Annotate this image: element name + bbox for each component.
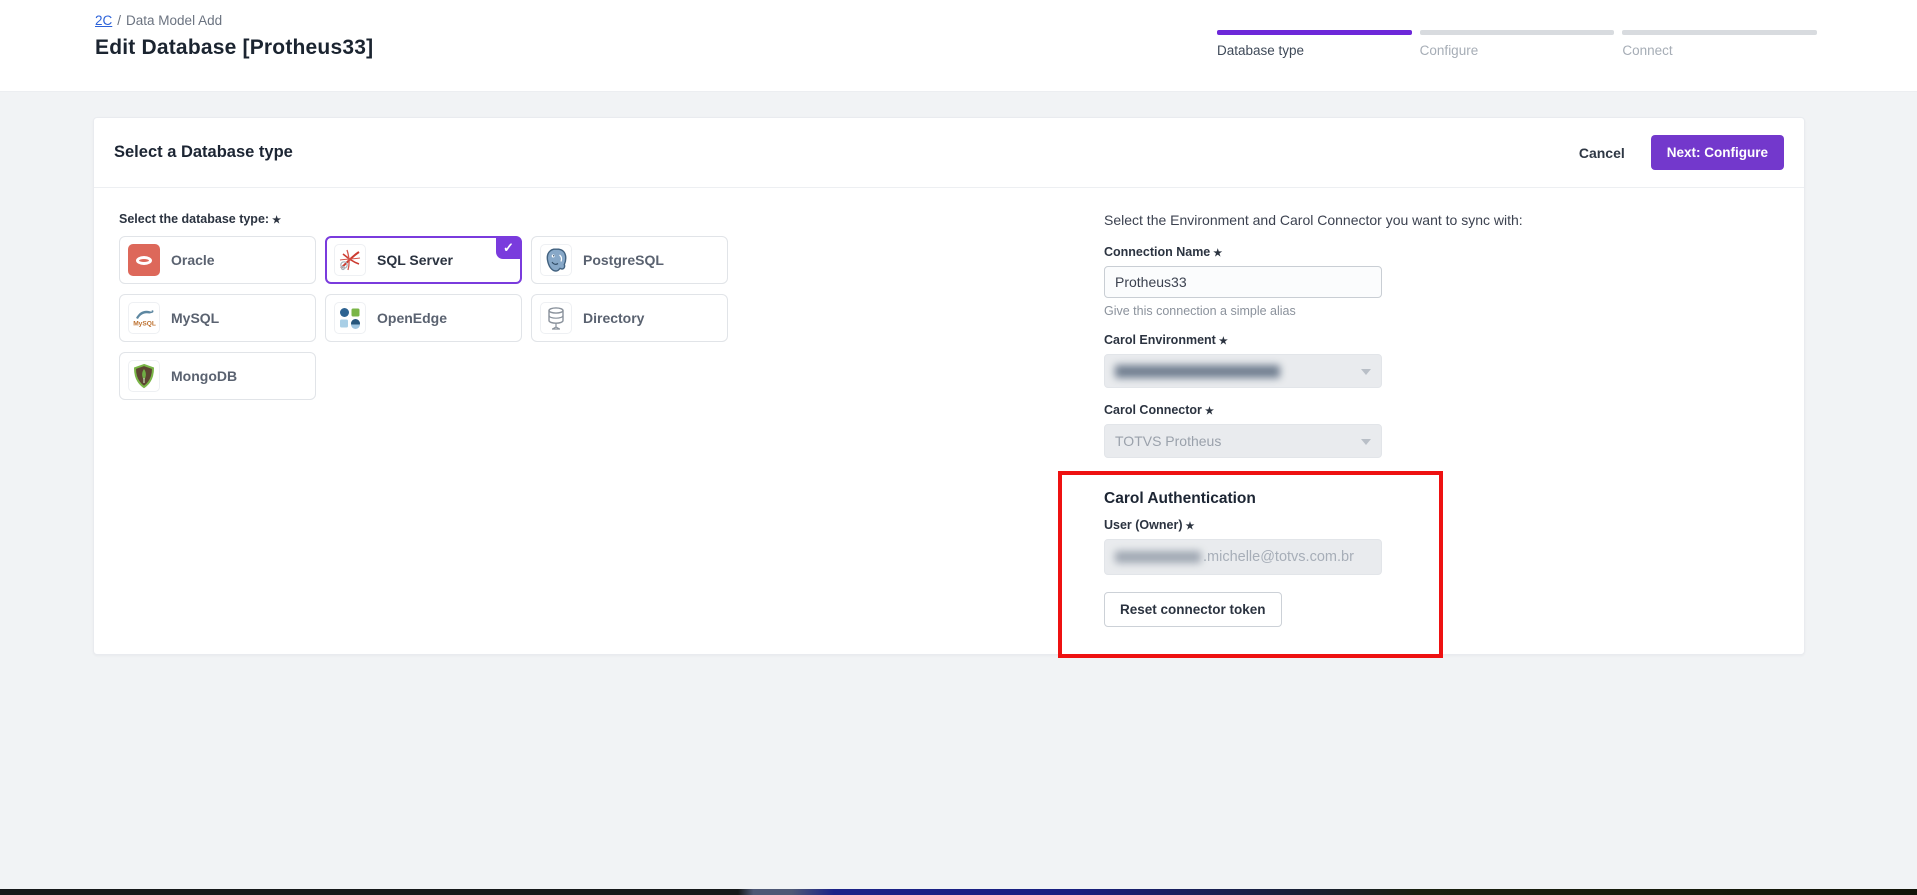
database-type-label: Select the database type: ★ bbox=[119, 212, 934, 226]
carol-environment-label: Carol Environment ★ bbox=[1104, 333, 1524, 347]
tile-label: PostgreSQL bbox=[583, 252, 664, 268]
connection-name-label-text: Connection Name bbox=[1104, 245, 1211, 259]
tile-sql-server[interactable]: SQL Server ✓ bbox=[325, 236, 522, 284]
postgresql-icon bbox=[540, 244, 572, 276]
page-title: Edit Database [Protheus33] bbox=[95, 36, 374, 59]
mysql-icon: MySQL bbox=[128, 302, 160, 334]
selected-check-icon: ✓ bbox=[496, 237, 521, 259]
chevron-down-icon bbox=[1361, 439, 1371, 445]
tile-directory[interactable]: Directory bbox=[531, 294, 728, 342]
carol-environment-label-text: Carol Environment bbox=[1104, 333, 1216, 347]
tile-label: Oracle bbox=[171, 252, 215, 268]
carol-connector-label-text: Carol Connector bbox=[1104, 403, 1202, 417]
reset-connector-token-button[interactable]: Reset connector token bbox=[1104, 592, 1282, 627]
annotation-red-box: Carol Authentication User (Owner) ★ .mich… bbox=[1058, 471, 1443, 658]
mongodb-icon bbox=[128, 360, 160, 392]
tile-oracle[interactable]: Oracle bbox=[119, 236, 316, 284]
oracle-icon bbox=[128, 244, 160, 276]
required-star: ★ bbox=[1218, 336, 1228, 347]
step-progress-bar bbox=[1419, 30, 1615, 35]
database-tile-grid: Oracle bbox=[119, 236, 934, 410]
step-progress-bar bbox=[1622, 30, 1818, 35]
connection-name-input[interactable] bbox=[1104, 266, 1382, 298]
user-owner-label-text: User (Owner) bbox=[1104, 518, 1183, 532]
carol-authentication-title: Carol Authentication bbox=[1104, 490, 1256, 507]
page-header: 2C / Data Model Add Edit Database [Protheu… bbox=[0, 0, 1917, 92]
card-content: Select the database type: ★ Oracle bbox=[94, 188, 1804, 658]
wizard-stepper: Database type Configure Connect bbox=[1217, 30, 1818, 58]
card-title: Select a Database type bbox=[114, 143, 293, 161]
taskbar-sliver bbox=[0, 889, 1917, 895]
step-label: Configure bbox=[1419, 43, 1479, 58]
required-star: ★ bbox=[1185, 521, 1195, 532]
connection-name-label: Connection Name ★ bbox=[1104, 245, 1524, 259]
form-intro-text: Select the Environment and Carol Connect… bbox=[1104, 212, 1523, 228]
step-progress-bar bbox=[1217, 30, 1412, 35]
tile-label: MongoDB bbox=[171, 368, 238, 384]
next-configure-button[interactable]: Next: Configure bbox=[1650, 135, 1784, 170]
user-owner-value: .michelle@totvs.com.br bbox=[1203, 549, 1354, 565]
card-actions: Cancel Next: Configure bbox=[1579, 135, 1784, 170]
card-header: Select a Database type Cancel Next: Conf… bbox=[94, 118, 1804, 188]
chevron-down-icon bbox=[1361, 369, 1371, 375]
database-type-label-text: Select the database type: bbox=[119, 212, 270, 226]
step-database-type: Database type bbox=[1217, 30, 1412, 58]
svg-text:MySQL: MySQL bbox=[133, 321, 156, 328]
breadcrumb-link-2c[interactable]: 2C bbox=[95, 13, 113, 28]
step-label: Connect bbox=[1622, 43, 1673, 58]
sql-server-icon bbox=[334, 244, 366, 276]
openedge-icon bbox=[334, 302, 366, 334]
breadcrumb: 2C / Data Model Add bbox=[95, 13, 222, 28]
database-type-section: Select the database type: ★ Oracle bbox=[119, 212, 934, 658]
tile-label: MySQL bbox=[171, 310, 220, 326]
carol-environment-group: Carol Environment ★ bbox=[1104, 333, 1524, 388]
tile-mongodb[interactable]: MongoDB bbox=[119, 352, 316, 400]
user-owner-input: .michelle@totvs.com.br bbox=[1104, 539, 1382, 575]
breadcrumb-current: Data Model Add bbox=[126, 13, 223, 28]
tile-postgresql[interactable]: PostgreSQL bbox=[531, 236, 728, 284]
carol-connector-value: TOTVS Protheus bbox=[1115, 433, 1222, 449]
user-owner-label: User (Owner) ★ bbox=[1104, 518, 1419, 532]
step-connect: Connect bbox=[1622, 30, 1818, 58]
breadcrumb-separator: / bbox=[117, 13, 122, 28]
tile-label: OpenEdge bbox=[377, 310, 448, 326]
required-star: ★ bbox=[1204, 406, 1214, 417]
step-label: Database type bbox=[1217, 43, 1305, 58]
carol-connector-group: Carol Connector ★ TOTVS Protheus bbox=[1104, 403, 1524, 458]
tile-mysql[interactable]: MySQL MySQL bbox=[119, 294, 316, 342]
database-type-card: Select a Database type Cancel Next: Conf… bbox=[93, 117, 1805, 658]
required-star: ★ bbox=[272, 215, 282, 226]
required-star: ★ bbox=[1213, 248, 1223, 259]
step-configure: Configure bbox=[1419, 30, 1615, 58]
tile-label: Directory bbox=[583, 310, 645, 326]
carol-connector-label: Carol Connector ★ bbox=[1104, 403, 1524, 417]
redacted-user-prefix bbox=[1115, 551, 1201, 563]
connection-name-helper: Give this connection a simple alias bbox=[1104, 304, 1296, 318]
redacted-environment-value bbox=[1115, 364, 1280, 378]
cancel-button[interactable]: Cancel bbox=[1578, 144, 1625, 161]
connector-form: Select the Environment and Carol Connect… bbox=[1058, 212, 1524, 658]
tile-openedge[interactable]: OpenEdge bbox=[325, 294, 522, 342]
carol-connector-select: TOTVS Protheus bbox=[1104, 424, 1382, 458]
carol-environment-select bbox=[1104, 354, 1382, 388]
tile-label: SQL Server bbox=[377, 252, 454, 268]
directory-icon bbox=[540, 302, 572, 334]
